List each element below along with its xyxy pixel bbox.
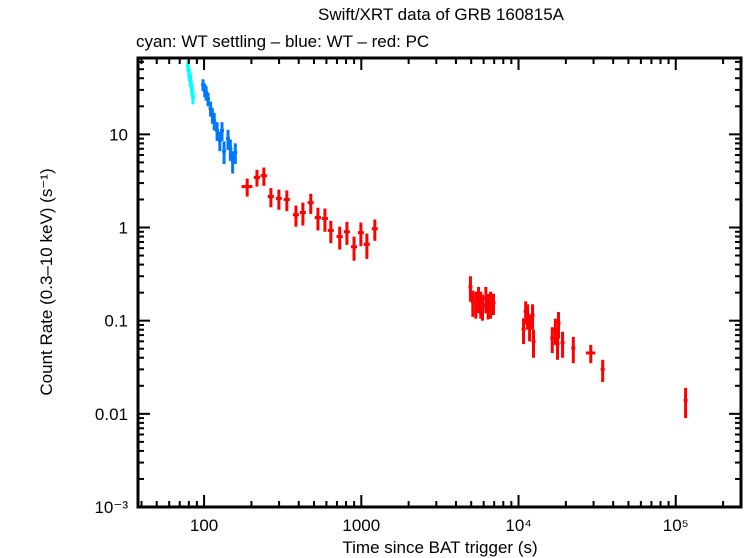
data-point bbox=[527, 314, 532, 342]
y-tick-label: 10 bbox=[109, 125, 128, 144]
series-wt bbox=[201, 79, 238, 174]
data-point bbox=[336, 226, 343, 250]
chart-subtitle: cyan: WT settling – blue: WT – red: PC bbox=[136, 32, 429, 51]
data-point bbox=[190, 91, 195, 105]
data-point bbox=[571, 336, 576, 364]
data-point bbox=[357, 222, 364, 247]
data-point bbox=[275, 189, 282, 210]
data-point bbox=[585, 344, 596, 364]
data-point bbox=[488, 291, 493, 319]
data-point bbox=[228, 139, 233, 161]
data-point bbox=[530, 304, 535, 330]
y-axis-label: Count Rate (0.3–10 keV) (s⁻¹) bbox=[37, 168, 56, 395]
series-pc bbox=[241, 167, 688, 419]
data-point bbox=[521, 318, 526, 345]
x-tick-label: 1000 bbox=[342, 516, 380, 535]
data-point bbox=[560, 331, 565, 358]
data-point bbox=[363, 233, 370, 259]
data-point bbox=[468, 276, 473, 302]
data-point bbox=[219, 122, 224, 141]
data-layer bbox=[185, 60, 688, 419]
x-axis-label: Time since BAT trigger (s) bbox=[342, 538, 537, 557]
x-tick-label: 100 bbox=[190, 516, 218, 535]
data-point bbox=[222, 141, 227, 165]
data-point bbox=[327, 220, 334, 244]
data-point bbox=[550, 327, 555, 353]
data-point bbox=[241, 178, 253, 197]
y-tick-label: 0.1 bbox=[104, 312, 128, 331]
data-point bbox=[253, 169, 261, 187]
data-point bbox=[292, 205, 299, 227]
data-point bbox=[371, 219, 378, 241]
plot-frame bbox=[136, 56, 743, 509]
data-point bbox=[600, 359, 605, 382]
y-tick-label: 1 bbox=[119, 219, 128, 238]
data-point bbox=[215, 122, 220, 141]
chart-title: Swift/XRT data of GRB 160815A bbox=[318, 5, 565, 24]
data-point bbox=[683, 387, 688, 419]
data-point bbox=[283, 190, 290, 212]
data-point bbox=[556, 311, 561, 339]
data-point bbox=[206, 92, 211, 107]
series-wt-settling bbox=[185, 60, 195, 105]
data-point bbox=[350, 236, 358, 261]
y-tick-label: 10⁻³ bbox=[94, 498, 128, 517]
data-point bbox=[553, 318, 558, 345]
data-point bbox=[226, 129, 231, 150]
data-point bbox=[212, 112, 217, 131]
data-point bbox=[480, 294, 485, 321]
data-point bbox=[299, 202, 306, 226]
data-point bbox=[314, 207, 321, 231]
data-point bbox=[343, 221, 350, 245]
data-point bbox=[233, 143, 238, 165]
data-point bbox=[260, 167, 267, 186]
y-tick-label: 0.01 bbox=[95, 405, 128, 424]
data-point bbox=[267, 188, 274, 208]
data-point bbox=[491, 293, 496, 316]
x-tick-label: 10⁴ bbox=[505, 516, 531, 535]
data-point bbox=[307, 193, 314, 214]
ticks-layer: 100 1000 10⁴ 10⁵ 10 1 0.1 0.01 10⁻³ bbox=[94, 58, 741, 535]
data-point bbox=[531, 329, 536, 358]
x-tick-label: 10⁵ bbox=[663, 516, 689, 535]
data-point bbox=[321, 208, 328, 232]
